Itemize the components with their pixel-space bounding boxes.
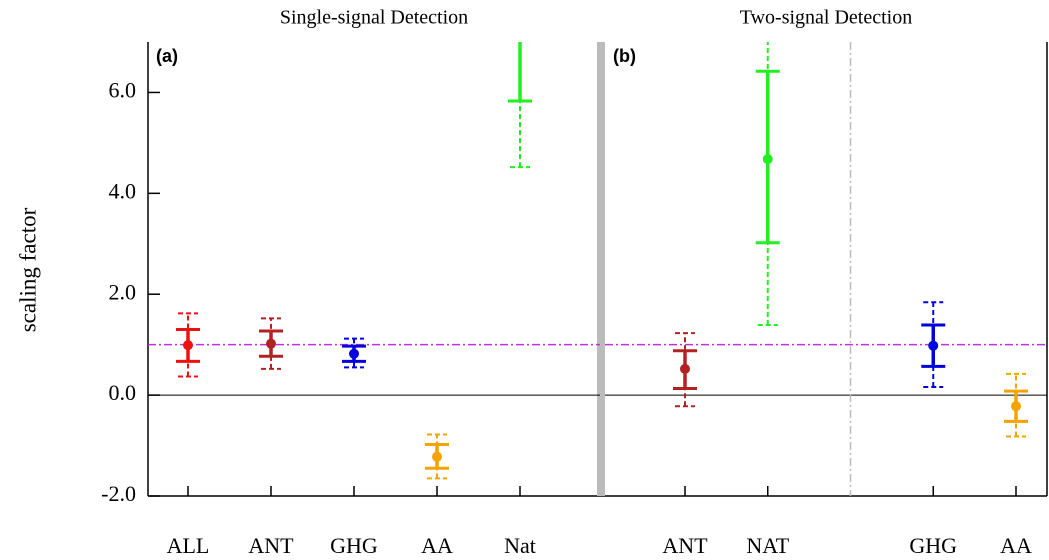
best-estimate [183, 340, 193, 351]
y-axis-title: scaling factor [15, 207, 40, 332]
panel-title: Two-signal Detection [740, 7, 912, 29]
best-estimate [266, 338, 276, 349]
best-estimate [1011, 401, 1021, 412]
best-estimate [680, 363, 690, 374]
panel-label: (b) [613, 46, 636, 66]
y-tick-label: -2.0 [101, 481, 136, 506]
x-tick-label: ANT [662, 533, 708, 558]
x-tick-label: ANT [248, 533, 294, 558]
x-tick-label: ALL [167, 533, 210, 558]
y-tick-label: 4.0 [109, 178, 137, 203]
x-tick-label: NAT [746, 533, 789, 558]
plot-area [148, 42, 1047, 480]
best-estimate [762, 154, 773, 165]
x-tick-label: Nat [504, 533, 536, 558]
y-tick-label: 6.0 [109, 77, 137, 102]
best-estimate [928, 340, 939, 351]
panel-label: (a) [156, 46, 178, 66]
best-estimate [432, 451, 442, 462]
y-tick-label: 2.0 [109, 279, 137, 304]
x-tick-label: GHG [909, 533, 957, 558]
x-tick-label: AA [1000, 533, 1032, 558]
best-estimate [349, 348, 359, 359]
x-tick-label: GHG [330, 533, 378, 558]
panel-title: Single-signal Detection [280, 7, 468, 29]
y-tick-label: 0.0 [109, 380, 137, 405]
x-tick-label: AA [421, 533, 453, 558]
panel-separator [597, 42, 605, 496]
